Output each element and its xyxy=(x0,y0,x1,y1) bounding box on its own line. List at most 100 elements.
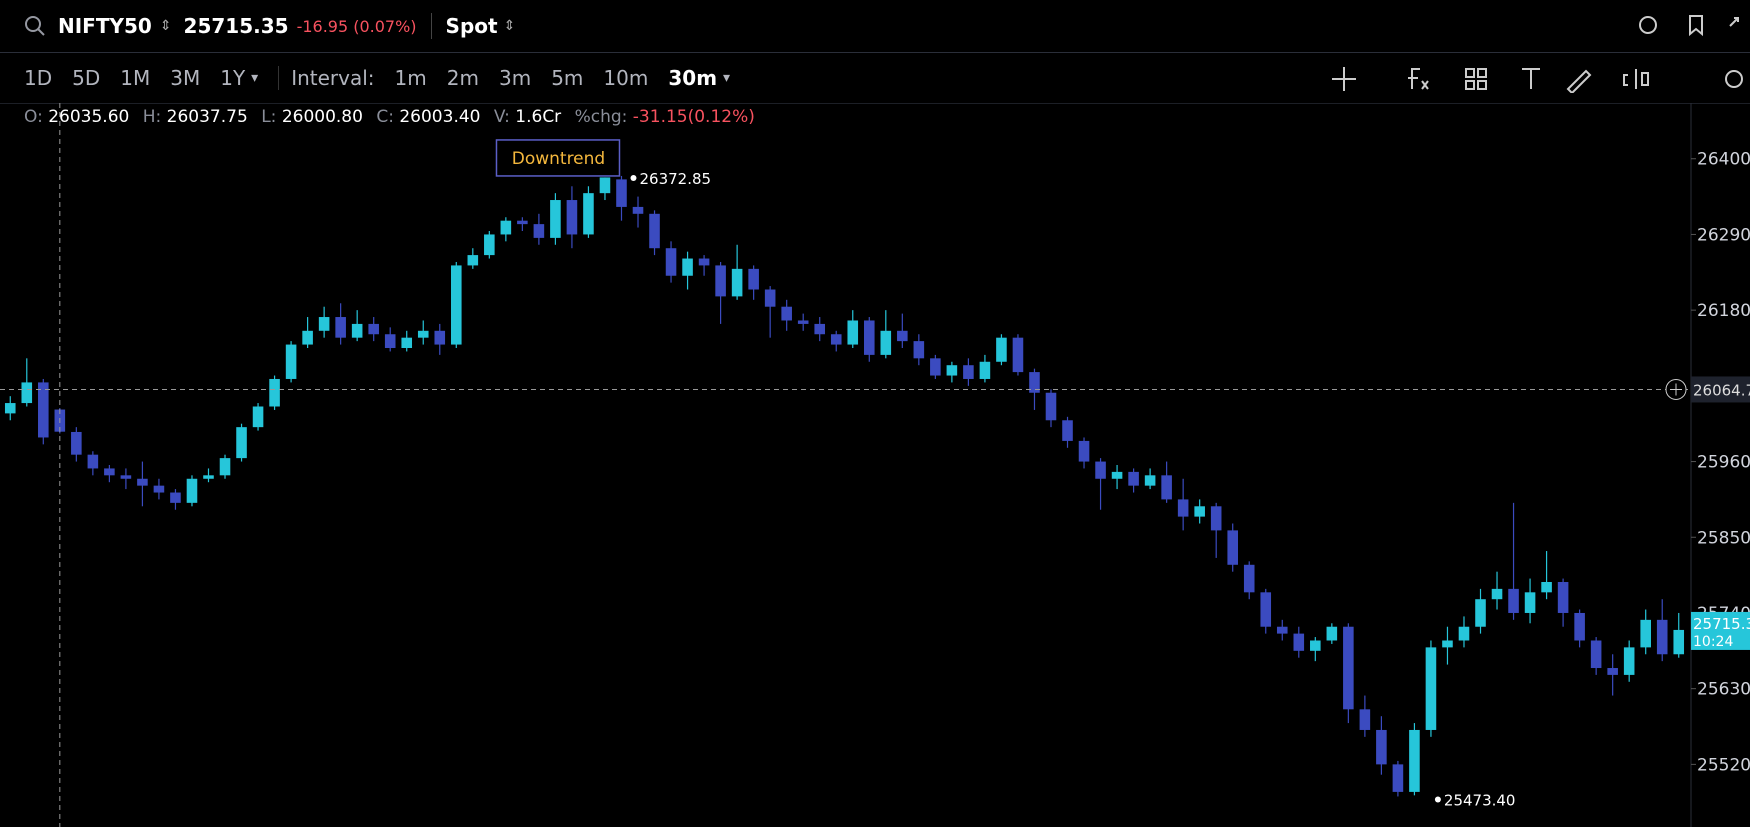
text-tool[interactable] xyxy=(1522,68,1540,89)
candle-body xyxy=(1491,588,1503,600)
legend-value: 26037.75 xyxy=(166,107,248,127)
legend-key: O: xyxy=(24,107,43,127)
y-tick-label: 25630 xyxy=(1697,680,1750,700)
expand-icon[interactable] xyxy=(1729,17,1739,27)
low-dot xyxy=(1434,796,1441,803)
interval-button[interactable]: 1m xyxy=(394,66,427,90)
range-dropdown[interactable]: ▾ xyxy=(251,70,259,86)
candle-body xyxy=(1458,626,1470,641)
candle-body xyxy=(1409,729,1420,792)
crosshair-label-box xyxy=(1691,376,1750,403)
candle-body xyxy=(946,365,958,376)
candle-body xyxy=(1673,629,1685,655)
candle-body xyxy=(1508,588,1519,613)
interval-button[interactable]: 5m xyxy=(551,66,584,90)
alarm-icon[interactable] xyxy=(1639,16,1657,34)
settings-tool[interactable] xyxy=(1725,70,1743,88)
range-button[interactable]: 1M xyxy=(120,66,151,90)
candle-body xyxy=(731,268,743,297)
candle-body xyxy=(137,478,148,486)
interval-label: Interval: xyxy=(291,66,375,90)
candle-body xyxy=(880,330,892,355)
candle-body xyxy=(1475,599,1486,627)
candle-body xyxy=(1541,581,1552,593)
candle-body xyxy=(847,320,859,345)
candle-body xyxy=(4,403,16,414)
candle-body xyxy=(830,334,842,345)
range-button[interactable]: 3M xyxy=(170,66,201,90)
candle-body xyxy=(649,213,660,249)
candle-body xyxy=(236,427,247,459)
indicator-tool[interactable] xyxy=(1408,68,1429,90)
search-icon[interactable] xyxy=(24,15,46,37)
range-button[interactable]: 1Y xyxy=(220,66,246,90)
candle-body xyxy=(318,317,330,331)
candle-body xyxy=(38,382,49,438)
candle-body xyxy=(996,337,1007,362)
candle-body xyxy=(616,179,627,207)
sort-icon[interactable]: ⇕ xyxy=(159,18,172,34)
candle-body xyxy=(533,224,545,238)
symbol[interactable]: NIFTY50 xyxy=(58,14,152,38)
candle-body xyxy=(1574,612,1585,641)
candle-body xyxy=(434,330,446,345)
mode-icon[interactable]: ⇕ xyxy=(503,18,516,34)
legend-key: H: xyxy=(142,107,162,127)
candle-body xyxy=(451,265,462,345)
interval-button[interactable]: 10m xyxy=(603,66,649,90)
candle-body xyxy=(467,255,479,266)
range-button[interactable]: 5D xyxy=(72,66,101,90)
draw-tool[interactable] xyxy=(1566,69,1592,93)
candle-body xyxy=(1177,499,1189,517)
candle-body xyxy=(71,431,82,455)
candle-body xyxy=(1343,626,1354,710)
legend-value: 1.6Cr xyxy=(515,107,562,127)
range-button[interactable]: 1D xyxy=(24,66,53,90)
chart-type-tool[interactable] xyxy=(1623,69,1649,89)
candle-body xyxy=(1012,337,1024,373)
candle-body xyxy=(632,206,644,214)
candle-body xyxy=(219,458,231,476)
candle-body xyxy=(203,475,214,479)
candle-body xyxy=(1293,633,1305,651)
candle-body xyxy=(583,193,594,235)
y-tick-label: 25520 xyxy=(1697,755,1750,775)
interval-button[interactable]: 2m xyxy=(446,66,479,90)
candle-body xyxy=(698,258,710,266)
y-tick-label: 26290 xyxy=(1697,225,1750,245)
interval-dropdown[interactable]: ▾ xyxy=(723,70,731,86)
candle-body xyxy=(351,323,363,338)
y-tick-label: 26400 xyxy=(1697,150,1750,170)
candle-body xyxy=(1029,372,1040,393)
candle-body xyxy=(484,234,495,256)
interval-button-active[interactable]: 30m xyxy=(668,66,718,90)
legend-key: V: xyxy=(493,107,510,127)
candle-body xyxy=(269,378,280,407)
candle-body xyxy=(963,365,974,379)
candle-body xyxy=(1161,475,1172,500)
candle-body xyxy=(1376,729,1387,765)
candle-body xyxy=(417,330,429,338)
chart: 2640026290261802596025850257402563025520… xyxy=(0,103,1750,827)
crosshair-tool[interactable] xyxy=(1332,67,1356,91)
interval-button[interactable]: 3m xyxy=(498,66,532,90)
candle-body xyxy=(599,177,611,194)
mode[interactable]: Spot xyxy=(445,14,498,38)
candle-body xyxy=(1078,440,1090,462)
candle-body xyxy=(814,323,826,335)
crosshair-plus-sign xyxy=(1670,383,1682,396)
bookmark-icon[interactable] xyxy=(1689,15,1703,37)
legend-value: 26003.40 xyxy=(399,107,481,127)
candle-body xyxy=(1557,581,1569,613)
ohlc-legend: O: 26035.60 H: 26037.75 L: 26000.80 C: 2… xyxy=(24,107,755,127)
candle-body xyxy=(1326,626,1338,641)
candle-body xyxy=(186,478,198,503)
candle-body xyxy=(764,289,776,307)
last-price-label: 25715.35 xyxy=(1693,615,1750,633)
high-label: 26372.85 xyxy=(639,170,711,188)
low-label: 25473.40 xyxy=(1444,791,1516,809)
legend-change: -31.15(0.12%) xyxy=(632,107,755,127)
candle-body xyxy=(1243,564,1255,593)
layout-tool[interactable] xyxy=(1465,68,1475,78)
candle-body xyxy=(1640,619,1651,648)
